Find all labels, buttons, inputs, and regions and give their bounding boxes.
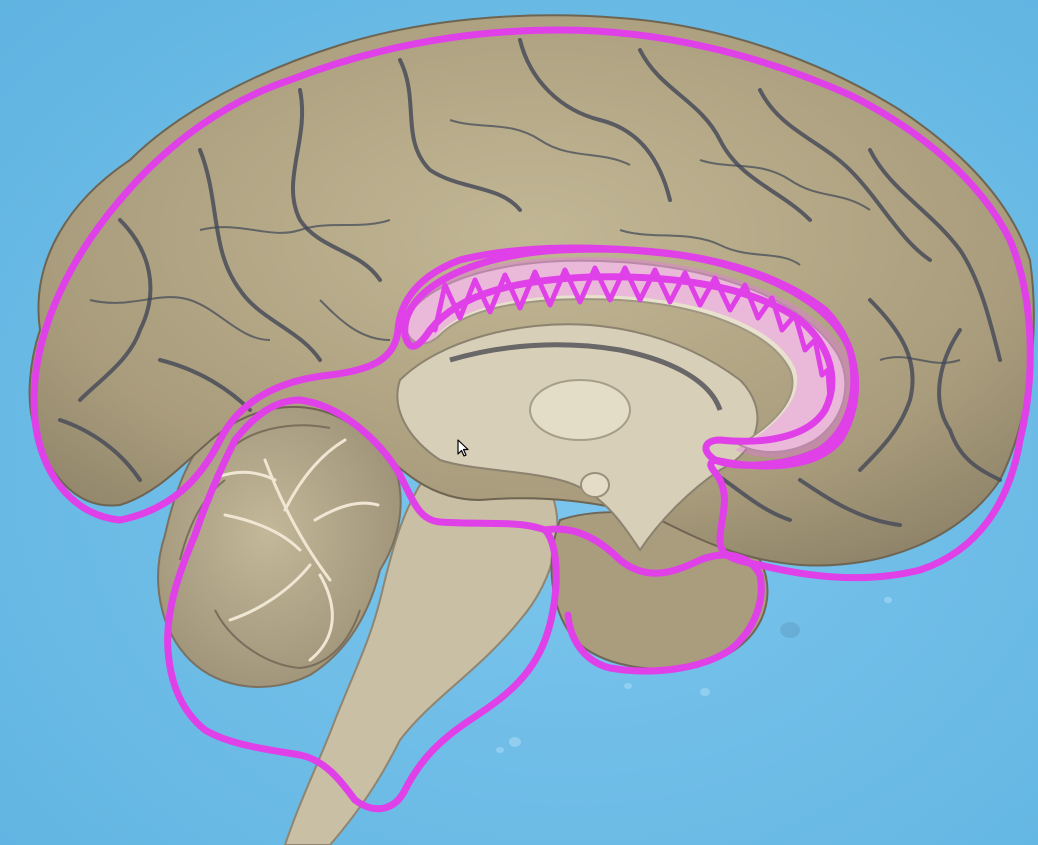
- cortical-vessels: [89, 119, 961, 364]
- arrow-cursor-icon: [457, 439, 469, 457]
- fornix: [449, 342, 723, 411]
- temporal-lobe-outline: [541, 525, 765, 675]
- thalamus: [529, 379, 631, 441]
- cortical-sulci: [58, 38, 1002, 527]
- cerebellum-brainstem-outline: [164, 396, 560, 813]
- corpus-callosum-highlight: [405, 256, 852, 458]
- fluid-droplets: [496, 597, 892, 753]
- mammillary-body: [580, 472, 610, 498]
- cerebral-hemisphere-outline: [30, 26, 1034, 582]
